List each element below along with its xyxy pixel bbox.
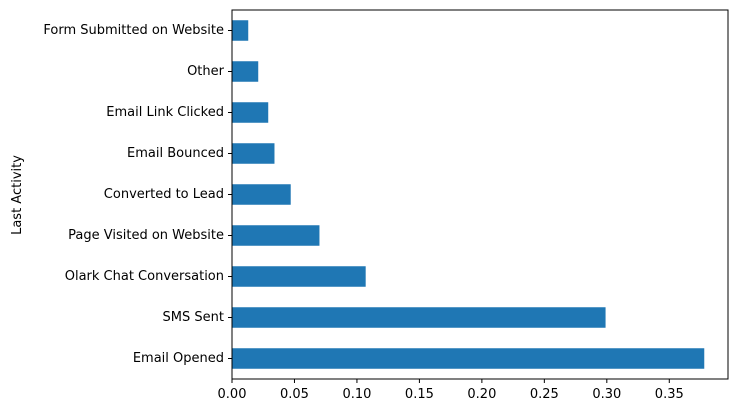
y-axis-label: Last Activity — [10, 155, 25, 235]
bar-olark-chat-conversation — [232, 266, 366, 287]
bar-page-visited-on-website — [232, 225, 320, 246]
x-tick-label: 0.20 — [467, 387, 496, 402]
y-tick-label: Form Submitted on Website — [43, 23, 224, 38]
y-tick-label: Email Link Clicked — [106, 105, 224, 120]
x-tick-label: 0.35 — [655, 387, 684, 402]
y-tick-label: Email Bounced — [127, 146, 224, 161]
bar-sms-sent — [232, 307, 606, 328]
x-tick-label: 0.10 — [342, 387, 371, 402]
bar-other — [232, 61, 259, 82]
bar-email-link-clicked — [232, 102, 269, 123]
x-tick-label: 0.25 — [530, 387, 559, 402]
x-tick-label: 0.05 — [280, 387, 309, 402]
bar-form-submitted-on-website — [232, 20, 249, 41]
y-tick-label: Olark Chat Conversation — [65, 269, 224, 284]
x-tick-label: 0.15 — [405, 387, 434, 402]
x-ticks-group: 0.00 0.05 0.10 0.15 0.20 0.25 0.30 0.35 — [218, 379, 684, 402]
y-tick-label: SMS Sent — [163, 310, 224, 325]
bar-converted-to-lead — [232, 184, 291, 205]
y-tick-label: Page Visited on Website — [68, 228, 224, 243]
bars-group — [232, 20, 705, 369]
x-tick-label: 0.00 — [218, 387, 247, 402]
y-tick-label: Other — [187, 64, 225, 79]
x-tick-label: 0.30 — [592, 387, 621, 402]
plot-area-frame — [231, 9, 729, 380]
y-ticks-group: Email Opened SMS Sent Olark Chat Conversat… — [43, 23, 232, 366]
y-tick-label: Email Opened — [133, 351, 224, 366]
bar-email-bounced — [232, 143, 275, 164]
y-tick-label: Converted to Lead — [104, 187, 224, 202]
bar-email-opened — [232, 348, 705, 369]
